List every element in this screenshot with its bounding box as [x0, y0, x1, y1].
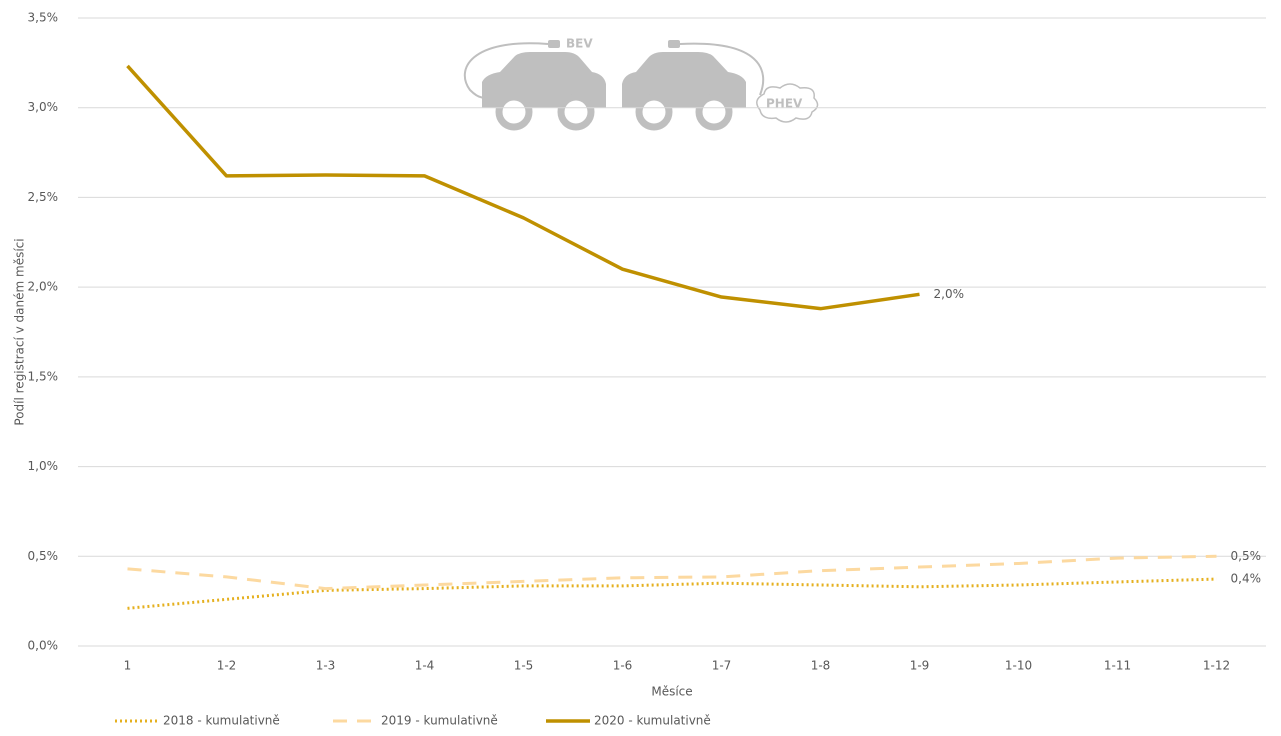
legend-label: 2020 - kumulativně: [594, 714, 711, 728]
x-axis-label: Měsíce: [651, 685, 692, 699]
wheel: [639, 97, 669, 127]
page: BEV PHEV Podíl registrací v daném měsíci…: [0, 0, 1281, 736]
x-tick-label: 1-3: [316, 659, 336, 673]
x-tick-label: 1-7: [712, 659, 732, 673]
y-tick-label: 3,5%: [28, 11, 59, 25]
y-tick-label: 2,5%: [28, 190, 59, 204]
x-tick-label: 1-6: [613, 659, 633, 673]
x-tick-label: 1-11: [1104, 659, 1131, 673]
wheel: [561, 97, 591, 127]
x-tick-label: 1-5: [514, 659, 534, 673]
x-tick-label: 1-12: [1203, 659, 1230, 673]
legend-label: 2019 - kumulativně: [381, 714, 498, 728]
plug: [548, 40, 560, 48]
legend-label: 2018 - kumulativně: [163, 714, 280, 728]
data-label: 0,4%: [1231, 572, 1262, 586]
series-line: [128, 579, 1217, 608]
data-label: 2,0%: [934, 287, 965, 301]
x-tick-label: 1-8: [811, 659, 831, 673]
bev-label: BEV: [566, 37, 593, 51]
y-axis-label: Podíl registrací v daném měsíci: [13, 238, 27, 425]
plug: [668, 40, 680, 48]
car-icons: BEV PHEV: [465, 37, 818, 128]
x-tick-label: 1-10: [1005, 659, 1032, 673]
y-tick-label: 3,0%: [28, 100, 59, 114]
y-tick-label: 1,5%: [28, 369, 59, 383]
phev-label: PHEV: [766, 97, 803, 111]
wheel: [699, 97, 729, 127]
y-tick-label: 2,0%: [28, 280, 59, 294]
y-tick-label: 0,5%: [28, 549, 59, 563]
chart: BEV PHEV Podíl registrací v daném měsíci…: [0, 0, 1281, 736]
y-tick-label: 1,0%: [28, 459, 59, 473]
x-tick-label: 1-2: [217, 659, 237, 673]
x-tick-label: 1: [124, 659, 132, 673]
x-tick-label: 1-4: [415, 659, 435, 673]
data-label: 0,5%: [1231, 549, 1262, 563]
y-tick-label: 0,0%: [28, 639, 59, 653]
wheel: [499, 97, 529, 127]
x-tick-label: 1-9: [910, 659, 930, 673]
